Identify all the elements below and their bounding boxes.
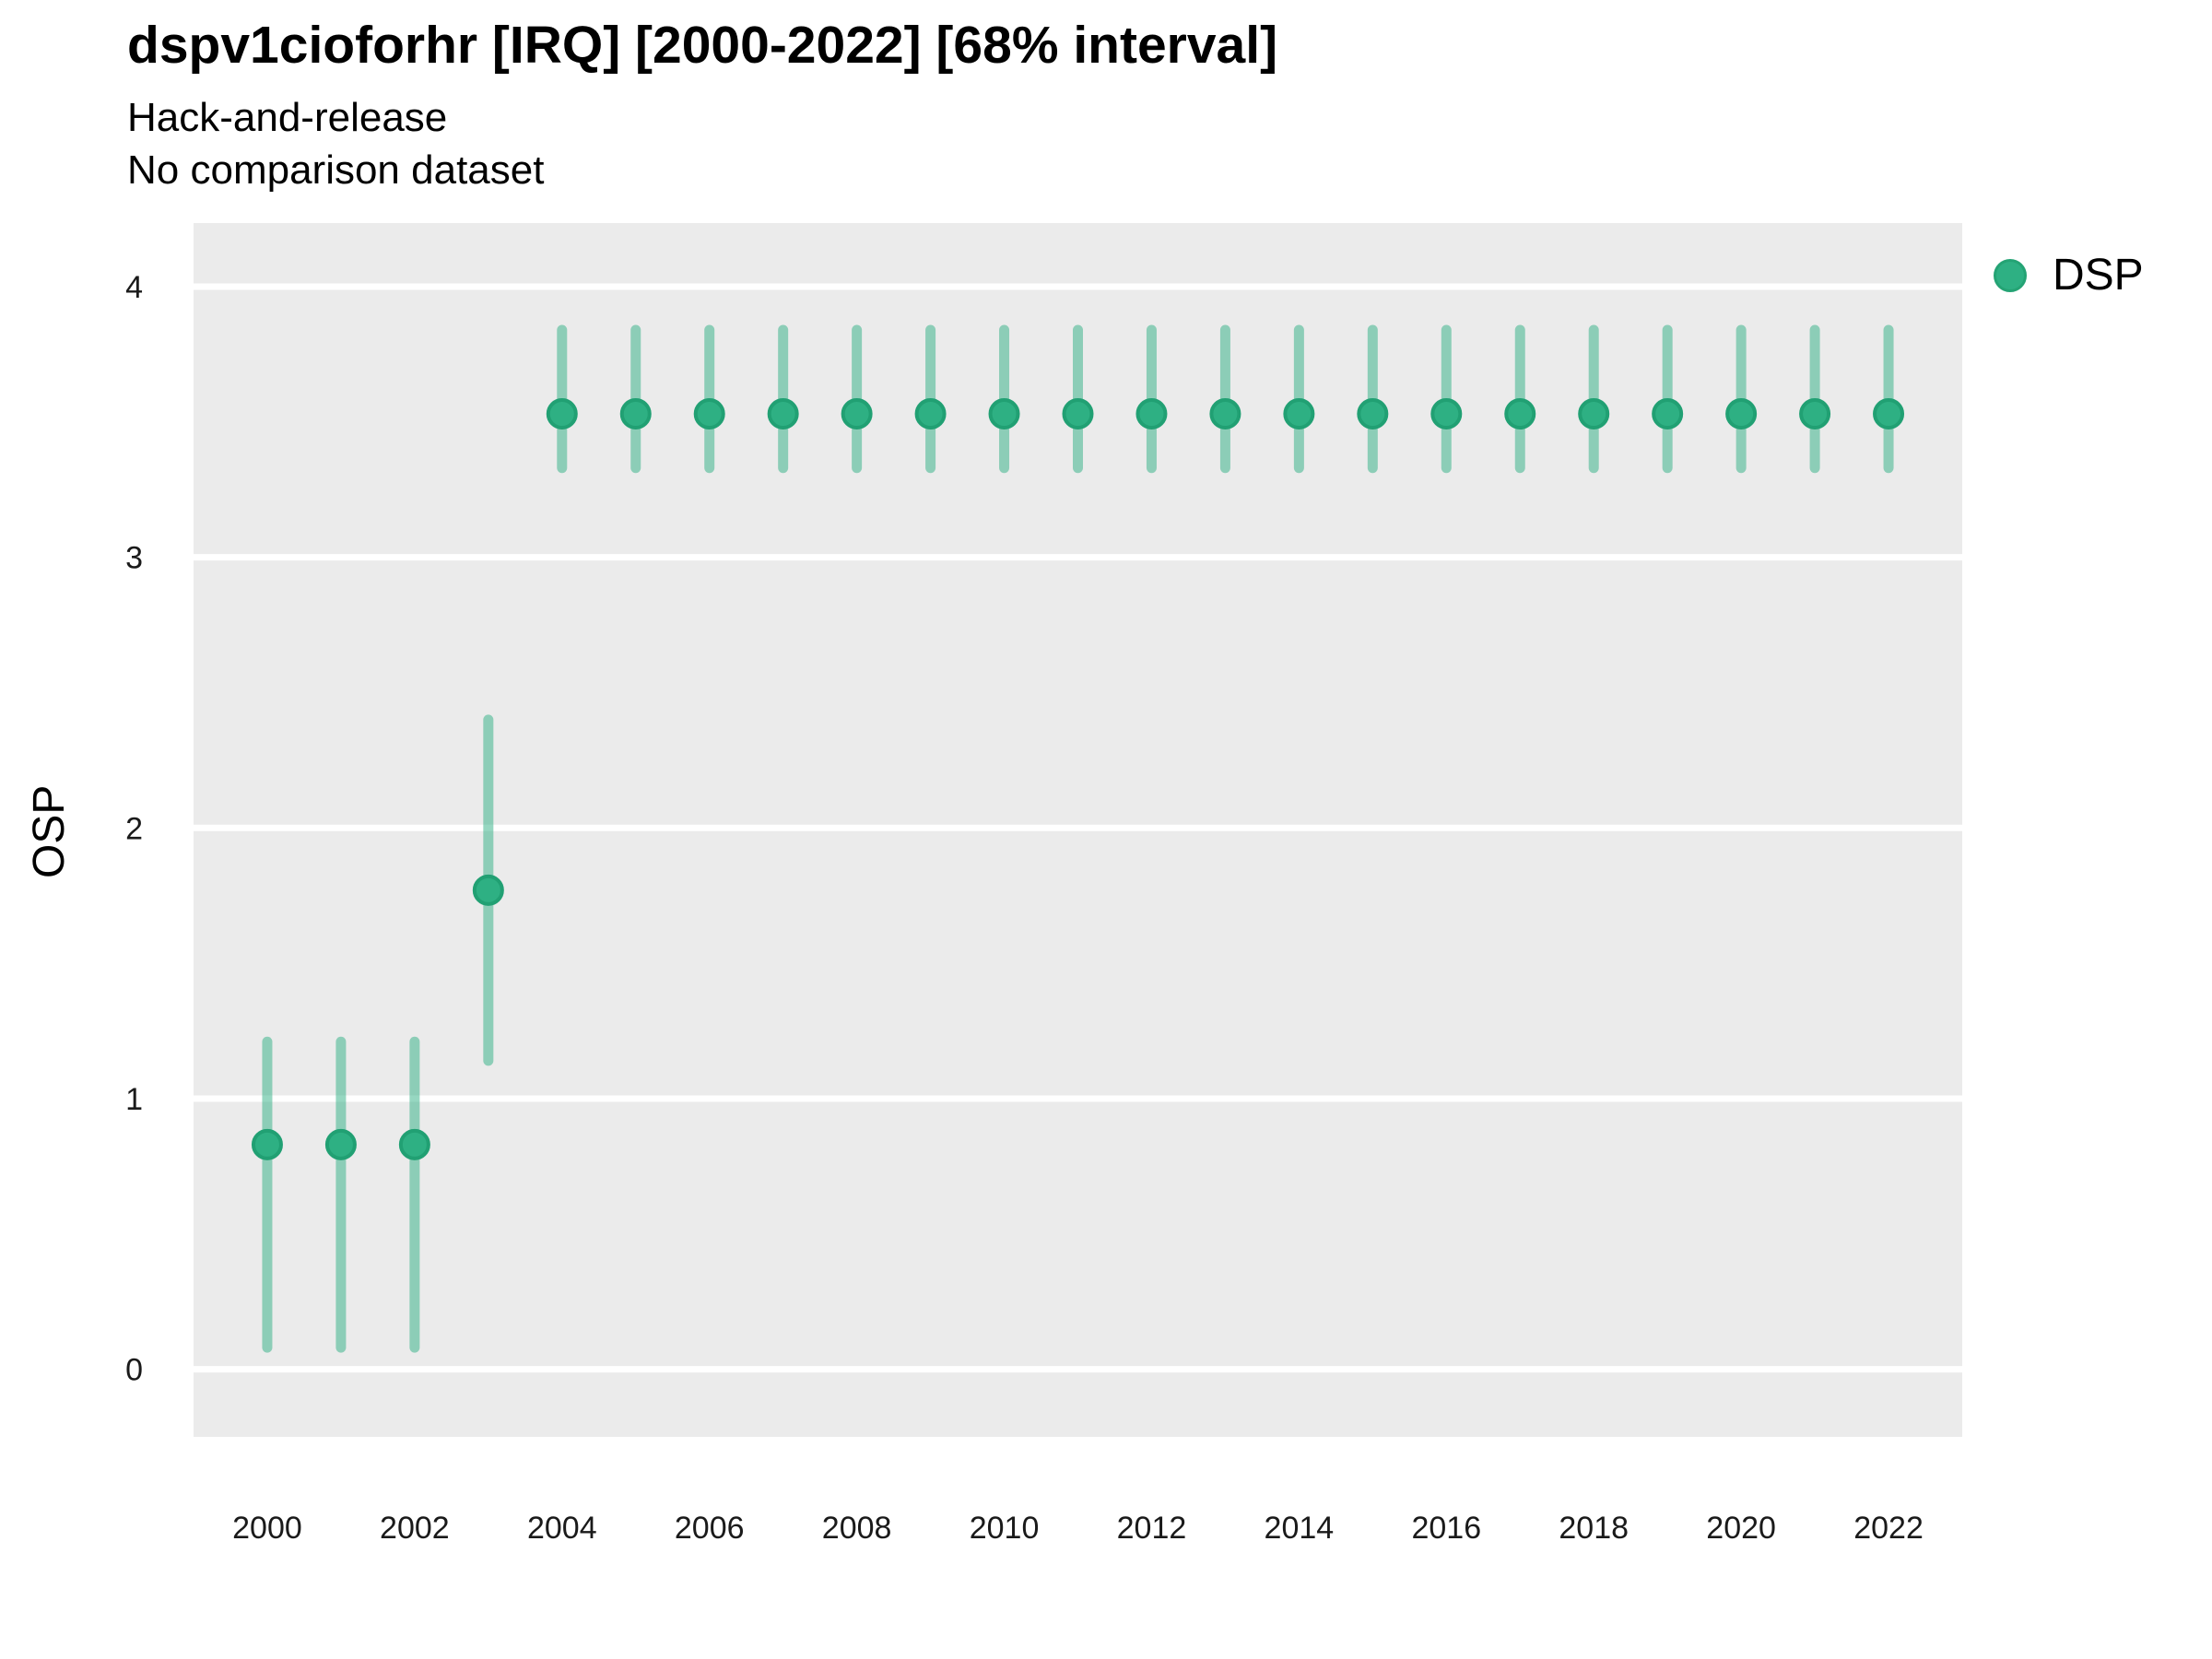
data-point-2016 — [1430, 398, 1463, 430]
x-tick-label-2018: 2018 — [1559, 1511, 1629, 1546]
x-tick-label-2022: 2022 — [1853, 1511, 1924, 1546]
data-point-2005 — [619, 398, 652, 430]
data-point-2008 — [841, 398, 873, 430]
data-point-2018 — [1578, 398, 1610, 430]
data-point-2002 — [398, 1128, 430, 1160]
subtitle-line-2: No comparison dataset — [127, 147, 545, 193]
data-point-2017 — [1504, 398, 1536, 430]
data-point-2015 — [1357, 398, 1389, 430]
x-tick-label-2010: 2010 — [970, 1511, 1040, 1546]
x-tick-label-2000: 2000 — [232, 1511, 302, 1546]
data-point-2013 — [1209, 398, 1241, 430]
x-tick-label-2008: 2008 — [822, 1511, 892, 1546]
data-point-2000 — [251, 1128, 283, 1160]
x-tick-label-2002: 2002 — [380, 1511, 450, 1546]
data-point-2019 — [1652, 398, 1684, 430]
x-tick-label-2014: 2014 — [1265, 1511, 1335, 1546]
data-point-2012 — [1135, 398, 1168, 430]
x-tick-label-2006: 2006 — [675, 1511, 745, 1546]
y-tick-label-4: 4 — [125, 270, 143, 305]
data-point-2021 — [1799, 398, 1831, 430]
y-tick-label-0: 0 — [125, 1353, 143, 1388]
data-point-2010 — [988, 398, 1020, 430]
y-tick-label-1: 1 — [125, 1082, 143, 1117]
y-tick-label-2: 2 — [125, 811, 143, 846]
legend-dsp-label: DSP — [2053, 251, 2144, 300]
chart-title: dspv1cioforhr [IRQ] [2000-2022] [68% int… — [127, 16, 1278, 75]
data-point-2007 — [767, 398, 799, 430]
x-tick-label-2020: 2020 — [1706, 1511, 1776, 1546]
y-axis-title: OSP — [25, 784, 74, 878]
chart-subtitle: Hack-and-release No comparison dataset — [127, 91, 544, 196]
legend: DSP — [1994, 251, 2144, 300]
legend-dsp-swatch-icon — [1994, 259, 2027, 292]
x-tick-label-2004: 2004 — [527, 1511, 597, 1546]
data-point-2001 — [324, 1128, 357, 1160]
y-tick-label-3: 3 — [125, 541, 143, 576]
x-tick-label-2016: 2016 — [1411, 1511, 1481, 1546]
data-point-2009 — [914, 398, 947, 430]
data-point-2020 — [1725, 398, 1758, 430]
data-point-2014 — [1283, 398, 1315, 430]
data-point-2022 — [1873, 398, 1905, 430]
data-point-2004 — [546, 398, 578, 430]
x-tick-label-2012: 2012 — [1117, 1511, 1187, 1546]
data-point-2011 — [1062, 398, 1094, 430]
subtitle-line-1: Hack-and-release — [127, 95, 448, 140]
data-point-2003 — [472, 874, 504, 906]
data-point-2006 — [693, 398, 725, 430]
